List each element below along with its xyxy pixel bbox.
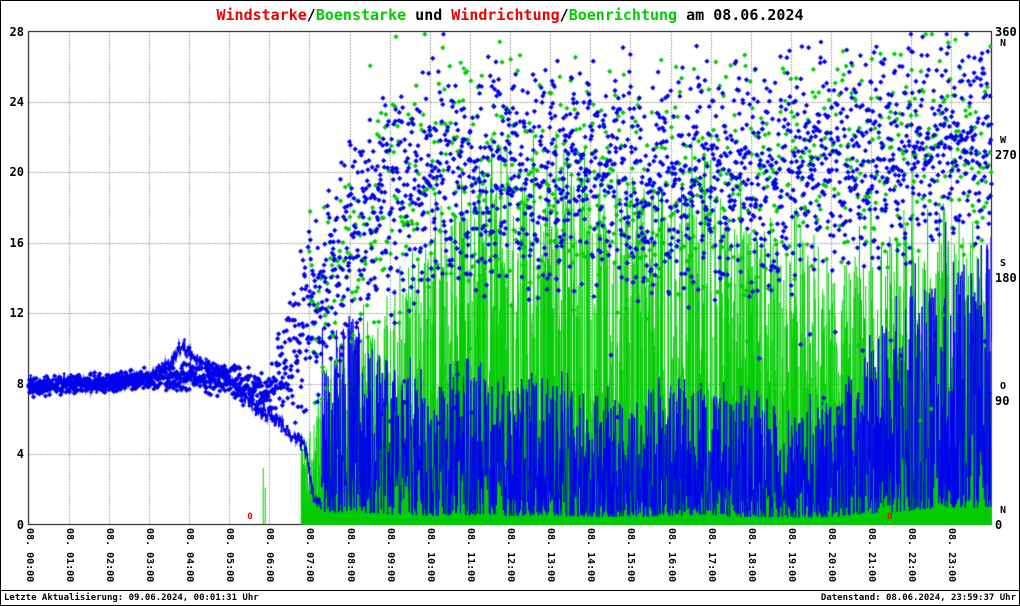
x-axis-tick-label: 08. 15:00 [625, 528, 637, 583]
compass-letter: N [1000, 504, 1007, 516]
x-axis-tick-label: 08. 12:00 [505, 528, 516, 583]
x-axis-tick-label: 08. 03:00 [143, 528, 155, 583]
x-axis-tick-label: 08. 05:00 [224, 528, 236, 583]
x-axis-tick-label: 08. 23:00 [946, 528, 958, 583]
y2-axis-tick-label: 270 [995, 147, 1017, 162]
y-axis-tick-label: 16 [9, 235, 24, 250]
compass-letter: S [1000, 258, 1007, 269]
data-timestamp-text: Datenstand: 08.06.2024, 23:59:37 Uhr [820, 593, 1016, 603]
x-axis-tick-label: 08. 01:00 [63, 528, 75, 583]
x-axis-tick-label: 08. 16:00 [665, 528, 677, 583]
compass-letter: W [1000, 134, 1007, 146]
x-axis-tick-label: 08. 14:00 [585, 528, 597, 583]
y-axis-tick-label: 28 [9, 24, 24, 39]
x-axis-tick-label: 08. 20:00 [826, 528, 837, 583]
x-axis-tick-label: 08. 22:00 [906, 528, 918, 583]
x-axis-tick-label: 08. 08:00 [344, 528, 356, 583]
last-update-text: Letzte Aktualisierung: 09.06.2024, 00:01… [4, 593, 259, 603]
y-axis-tick-label: 4 [16, 447, 24, 462]
title-segment: Windstarke [216, 6, 307, 24]
y-axis-tick-label: 8 [16, 376, 24, 391]
x-axis-tick-label: 08. 00:00 [23, 528, 35, 583]
title-segment: / [559, 6, 569, 24]
x-axis-tick-label: 08. 19:00 [785, 528, 797, 583]
compass-letter: N [1000, 37, 1007, 49]
x-axis-tick-label: 08. 10:00 [424, 528, 436, 583]
title-segment: Windrichtung [451, 6, 560, 24]
status-bar: Letzte Aktualisierung: 09.06.2024, 00:01… [1, 590, 1019, 605]
x-axis-tick-label: 08. 17:00 [705, 528, 717, 583]
title-segment: und [406, 6, 452, 24]
title-segment: Boenstarke [315, 6, 407, 24]
y-axis-tick-label: 20 [9, 165, 24, 180]
x-axis-tick-label: 08. 11:00 [464, 528, 476, 583]
y2-axis-tick-label: 360 [995, 24, 1017, 39]
title-segment: / [306, 6, 316, 24]
x-axis-tick-label: 08. 07:00 [304, 528, 316, 583]
annotation-marker: 0 [887, 512, 893, 522]
title-segment: Boenrichtung [568, 6, 678, 24]
compass-letter: O [1000, 381, 1007, 393]
title-segment: am 08.06.2024 [677, 6, 804, 24]
x-axis-tick-label: 08. 21:00 [866, 528, 878, 583]
y2-axis-tick-label: 90 [995, 394, 1010, 409]
x-axis-tick-label: 08. 18:00 [745, 528, 757, 583]
y-axis-tick-label: 24 [9, 94, 24, 109]
x-axis-tick-label: 08. 04:00 [184, 528, 195, 583]
annotation-marker: 0 [247, 512, 253, 522]
x-axis-tick-label: 08. 13:00 [545, 528, 557, 583]
chart-title: Windstarke/Boenstarke und Windrichtung/B… [1, 6, 1019, 24]
x-axis-tick-label: 08. 06:00 [264, 528, 276, 583]
x-axis-tick-label: 08. 02:00 [103, 528, 115, 583]
x-axis-tick-label: 08. 09:00 [384, 528, 396, 583]
y-axis-tick-label: 12 [9, 306, 24, 321]
y2-axis-tick-label: 0 [995, 517, 1003, 532]
y2-axis-tick-label: 180 [995, 271, 1017, 285]
y-axis-tick-label: 0 [16, 517, 24, 532]
